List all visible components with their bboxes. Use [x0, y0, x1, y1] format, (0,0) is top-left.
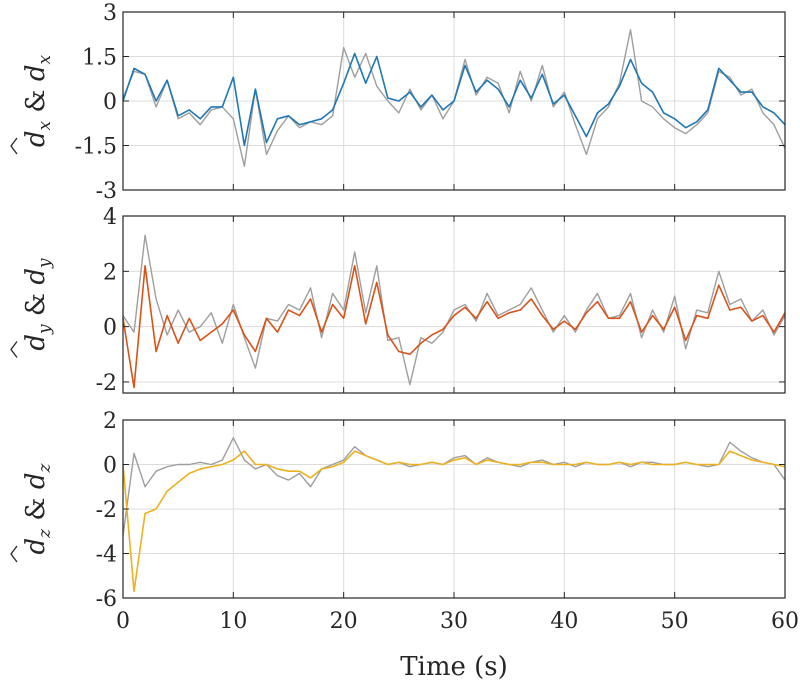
x-tick-label: 60: [771, 609, 799, 634]
y-tick-label: -2: [96, 371, 117, 396]
series-line-estimated: [122, 52, 786, 147]
y-axis-title: dy & dy: [21, 258, 55, 351]
x-tick-label: 40: [550, 609, 578, 634]
y-tick-label: 1.5: [82, 46, 117, 71]
hat-accent: [10, 545, 18, 563]
x-tick-label: 30: [440, 609, 468, 634]
y-axis-title: dz & dz: [21, 463, 55, 555]
y-tick-label: 0: [103, 90, 117, 115]
x-tick-label: 10: [219, 609, 247, 634]
hat-accent: [10, 137, 18, 155]
y-tick-label: -6: [96, 587, 117, 612]
y-tick-label: 2: [103, 260, 117, 285]
y-tick-label: -1.5: [75, 135, 117, 160]
y-tick-label: -4: [96, 543, 117, 568]
y-tick-label: 0: [103, 316, 117, 341]
series-line-estimated: [122, 450, 786, 593]
y-tick-label: -2: [96, 498, 117, 523]
y-tick-label: 2: [103, 409, 117, 434]
hat-accent: [10, 341, 18, 358]
panel-dy: -2 0 2 4 dy & dy: [10, 205, 786, 396]
x-axis-title: Time (s): [400, 652, 508, 682]
x-tick-label: 20: [330, 609, 358, 634]
series-line-measured: [122, 234, 786, 386]
x-tick-label: 0: [116, 609, 130, 634]
y-tick-label: -3: [96, 179, 117, 204]
x-tick-label: 50: [661, 609, 689, 634]
panel-dx: -3 -1.5 0 1.5 3 dx & dx: [10, 1, 786, 204]
y-tick-label: 0: [103, 454, 117, 479]
y-tick-label: 3: [103, 1, 117, 26]
y-tick-label: 4: [103, 205, 117, 230]
y-axis-title: dx & dx: [21, 55, 55, 148]
series-line-estimated: [122, 264, 786, 389]
